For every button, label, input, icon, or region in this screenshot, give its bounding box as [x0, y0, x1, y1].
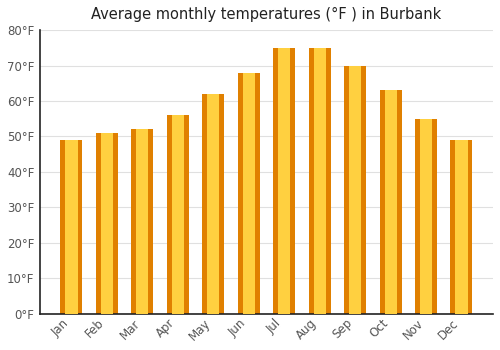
Bar — [136, 130, 148, 314]
Bar — [384, 90, 396, 314]
Bar — [202, 94, 224, 314]
Bar — [314, 48, 326, 314]
Bar — [278, 48, 290, 314]
Bar — [415, 119, 437, 314]
Bar — [456, 140, 468, 314]
Bar — [60, 140, 82, 314]
Bar — [132, 130, 154, 314]
Bar — [420, 119, 432, 314]
Bar — [349, 65, 361, 314]
Bar — [238, 73, 260, 314]
Bar — [96, 133, 118, 314]
Bar — [450, 140, 472, 314]
Bar — [242, 73, 255, 314]
Bar — [167, 115, 189, 314]
Bar — [101, 133, 113, 314]
Title: Average monthly temperatures (°F ) in Burbank: Average monthly temperatures (°F ) in Bu… — [92, 7, 442, 22]
Bar — [344, 65, 366, 314]
Bar — [273, 48, 295, 314]
Bar — [308, 48, 330, 314]
Bar — [172, 115, 184, 314]
Bar — [207, 94, 220, 314]
Bar — [380, 90, 402, 314]
Bar — [66, 140, 78, 314]
